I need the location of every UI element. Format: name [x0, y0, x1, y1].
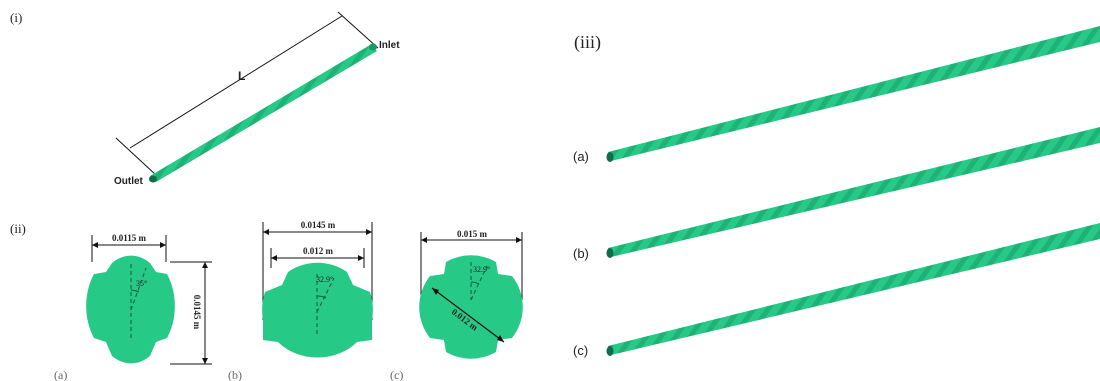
- tube-row-label-c: (c): [573, 343, 588, 358]
- tube-row-label-b: (b): [573, 246, 589, 261]
- tube-row-b: (b): [573, 127, 1100, 261]
- cross-section-a: 0.0115 m 35° 0.0145 m (a): [54, 233, 212, 381]
- panel-i: (i) L Inlet Outlet: [10, 10, 400, 187]
- inlet-label: Inlet: [379, 40, 400, 51]
- tube-row-c: (c): [573, 223, 1100, 358]
- outlet-label: Outlet: [114, 176, 144, 187]
- tube-row-a: (a): [573, 26, 1100, 164]
- diagonal-dimension-line-c: [431, 287, 505, 343]
- height-label-a: 0.0145 m: [192, 295, 202, 330]
- length-extension-right: [337, 11, 379, 49]
- length-extension-left: [115, 137, 157, 176]
- panel-iii-label: (iii): [574, 32, 601, 53]
- cross-section-b: 0.0145 m 0.012 m 32.9° (b): [228, 220, 373, 381]
- panel-ii-label: (ii): [10, 221, 26, 236]
- cross-section-label-c: (c): [390, 368, 403, 381]
- length-label: L: [238, 69, 245, 83]
- angle-label-a: 35°: [136, 279, 147, 288]
- panel-ii: (ii) 0.0115 m 35° 0.0145 m (a): [10, 220, 523, 381]
- cross-section-shape-c: [419, 255, 523, 359]
- cross-section-label-b: (b): [228, 368, 242, 381]
- cross-section-label-a: (a): [54, 368, 67, 381]
- width-label-a: 0.0115 m: [112, 233, 147, 243]
- cross-section-c: 0.015 m 32.9° 0.012 m (c): [390, 229, 523, 381]
- length-dimension-line: [129, 15, 343, 149]
- angle-label-b: 32.9°: [316, 275, 333, 284]
- width-label-c: 0.015 m: [457, 229, 488, 239]
- angle-label-c: 32.9°: [473, 265, 490, 274]
- tube-3d: [149, 43, 377, 183]
- panel-iii: (iii) (a) (b) (c): [573, 26, 1100, 358]
- tube-row-label-a: (a): [573, 149, 589, 164]
- panel-i-label: (i): [10, 10, 22, 25]
- outer-width-label-b: 0.0145 m: [301, 220, 336, 230]
- inner-width-label-b: 0.012 m: [303, 246, 334, 256]
